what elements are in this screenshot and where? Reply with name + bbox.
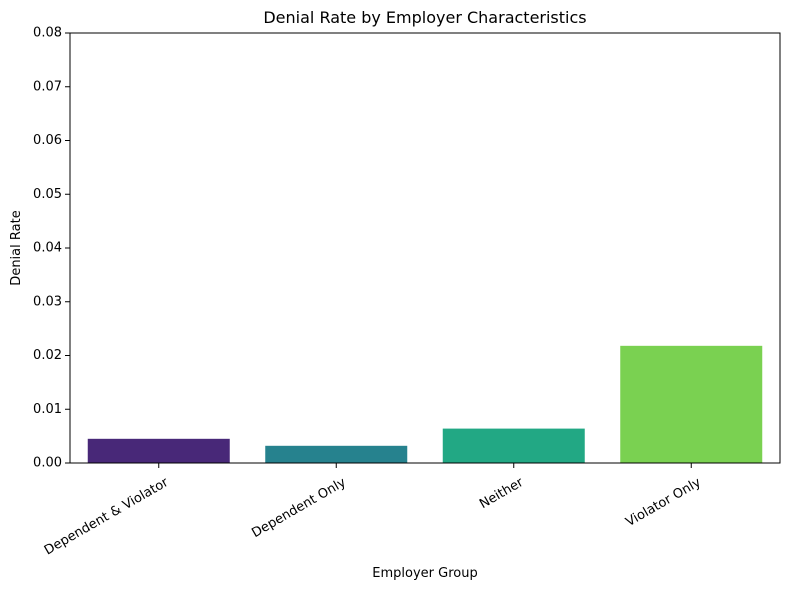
y-tick-label: 0.05	[33, 187, 62, 202]
y-tick-label: 0.03	[33, 294, 62, 309]
x-axis-label: Employer Group	[372, 566, 477, 581]
y-tick-label: 0.06	[33, 133, 62, 148]
bar	[620, 345, 763, 463]
y-tick-label: 0.02	[33, 348, 62, 363]
y-tick-label: 0.08	[33, 26, 62, 41]
x-tick-label: Violator Only	[623, 475, 704, 530]
x-tick-label: Dependent Only	[249, 475, 349, 541]
plot-area: Dependent & Violator Dependent Only Neithe…	[33, 26, 781, 559]
x-tick-label: Dependent & Violator	[42, 475, 172, 559]
bar	[87, 438, 230, 463]
bar	[265, 445, 408, 463]
plot-frame	[69, 32, 781, 464]
x-tick-label: Neither	[477, 475, 527, 512]
bar	[442, 428, 585, 463]
chart-title: Denial Rate by Employer Characteristics	[263, 8, 586, 27]
y-axis-label: Denial Rate	[9, 210, 24, 285]
y-tick-label: 0.01	[33, 402, 62, 417]
y-tick-label: 0.00	[33, 456, 62, 471]
y-tick-label: 0.04	[33, 241, 62, 256]
y-tick-label: 0.07	[33, 79, 62, 94]
